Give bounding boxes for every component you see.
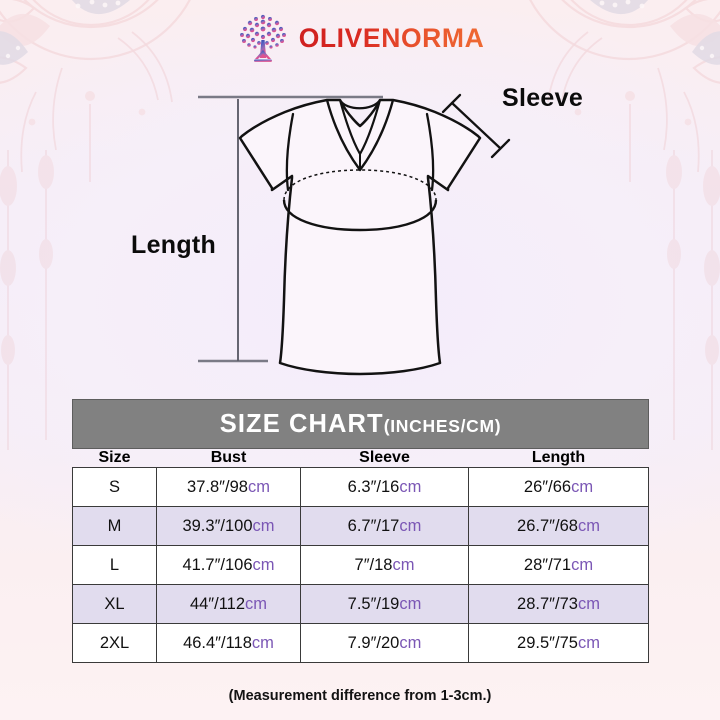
cell-bust-value: 44″/112	[189, 594, 246, 613]
cell-size: S	[72, 467, 157, 507]
cell-length-value: 26″/66	[523, 477, 572, 496]
table-row: M 39.3″/100cm 6.7″/17cm 26.7″/68cm	[72, 506, 649, 546]
cell-size-value: S	[108, 477, 120, 496]
sleeve-measure-line	[441, 93, 511, 159]
cell-size-value: XL	[104, 594, 125, 613]
table-title-row: SIZE CHART(INCHES/CM)	[72, 399, 649, 449]
table-row: XL 44″/112cm 7.5″/19cm 28.7″/73cm	[72, 584, 649, 624]
table-title-main: SIZE CHART	[219, 409, 384, 438]
table-row: L 41.7″/106cm 7″/18cm 28″/71cm	[72, 545, 649, 585]
cell-sleeve: 7″/18cm	[300, 545, 469, 585]
cell-length-value: 29.5″/75	[517, 633, 578, 652]
tshirt-measurement-diagram	[198, 93, 511, 376]
cell-sleeve-unit: cm	[399, 477, 422, 496]
cell-sleeve-unit: cm	[392, 555, 415, 574]
diagram-label-length: Length	[131, 231, 217, 259]
table-column-header-row: Size Bust Sleeve Length	[73, 449, 649, 468]
cell-length: 26″/66cm	[468, 467, 649, 507]
cell-bust: 41.7″/106cm	[156, 545, 301, 585]
cell-bust: 37.8″/98cm	[156, 467, 301, 507]
column-header-sleeve: Sleeve	[359, 449, 410, 466]
neckline-curve	[339, 99, 381, 110]
diagram-label-sleeve: Sleeve	[502, 84, 584, 112]
cell-sleeve: 7.9″/20cm	[300, 623, 469, 663]
floral-ornament-icon	[666, 150, 720, 450]
cell-length: 28.7″/73cm	[468, 584, 649, 624]
cell-sleeve: 6.3″/16cm	[300, 467, 469, 507]
cell-sleeve-value: 7.5″/19	[347, 594, 400, 613]
cell-bust-unit: cm	[245, 594, 268, 613]
cell-bust-value: 46.4″/118	[183, 633, 252, 652]
size-chart-table-container: SIZE CHART(INCHES/CM) Size Bust Sleeve L…	[72, 399, 649, 663]
cell-bust: 39.3″/100cm	[156, 506, 301, 546]
cell-length-unit: cm	[571, 477, 594, 496]
cell-bust-unit: cm	[252, 555, 275, 574]
cell-bust-value: 41.7″/106	[182, 555, 253, 574]
cell-length-value: 26.7″/68	[517, 516, 578, 535]
cell-size-value: L	[109, 555, 120, 574]
cell-bust-unit: cm	[252, 516, 275, 535]
cell-length: 29.5″/75cm	[468, 623, 649, 663]
brand-name: OLIVENORMA	[298, 22, 485, 53]
size-chart-table: SIZE CHART(INCHES/CM) Size Bust Sleeve L…	[72, 399, 649, 663]
cell-length: 26.7″/68cm	[468, 506, 649, 546]
cell-length-unit: cm	[577, 633, 600, 652]
table-row: S 37.8″/98cm 6.3″/16cm 26″/66cm	[72, 467, 649, 507]
cell-bust: 46.4″/118cm	[156, 623, 301, 663]
tree-logo-icon	[239, 14, 286, 62]
cell-length-value: 28.7″/73	[517, 594, 578, 613]
column-header-size: Size	[98, 449, 131, 466]
cell-length-unit: cm	[571, 555, 594, 574]
tshirt-outline	[238, 98, 482, 376]
cell-size: 2XL	[72, 623, 157, 663]
sleeve-seam-right	[425, 112, 435, 192]
cell-length-value: 28″/71	[523, 555, 572, 574]
table-row: 2XL 46.4″/118cm 7.9″/20cm 29.5″/75cm	[72, 623, 649, 663]
table-body: S 37.8″/98cm 6.3″/16cm 26″/66cm M 39.3″/100cm…	[72, 467, 649, 663]
cell-size: XL	[72, 584, 157, 624]
mandala-ornament-icon	[0, 0, 191, 182]
cell-sleeve-value: 7.9″/20	[347, 633, 400, 652]
cell-sleeve-value: 6.3″/16	[347, 477, 400, 496]
cell-size-value: 2XL	[99, 633, 130, 652]
cell-sleeve-unit: cm	[399, 516, 422, 535]
cell-sleeve-value: 6.7″/17	[347, 516, 400, 535]
column-header-length: Length	[531, 449, 586, 466]
cell-length-unit: cm	[577, 516, 600, 535]
cell-bust: 44″/112cm	[156, 584, 301, 624]
cell-size: M	[72, 506, 157, 546]
table-title-units: (INCHES/CM)	[383, 415, 502, 436]
cell-sleeve: 7.5″/19cm	[300, 584, 469, 624]
measurement-note: (Measurement difference from 1-3cm.)	[228, 688, 492, 704]
floral-ornament-icon	[0, 150, 54, 450]
cell-sleeve-unit: cm	[399, 594, 422, 613]
table-title: SIZE CHART(INCHES/CM)	[72, 399, 649, 449]
cell-sleeve: 6.7″/17cm	[300, 506, 469, 546]
cell-bust-unit: cm	[251, 633, 274, 652]
cell-length: 28″/71cm	[468, 545, 649, 585]
cell-size: L	[72, 545, 157, 585]
cell-length-unit: cm	[577, 594, 600, 613]
brand-header: OLIVENORMA	[0, 10, 720, 66]
bust-measure-ellipse	[282, 169, 438, 232]
mandala-ornament-icon	[515, 0, 720, 182]
cell-sleeve-value: 7″/18	[354, 555, 393, 574]
cell-size-value: M	[107, 516, 122, 535]
cell-bust-value: 39.3″/100	[182, 516, 253, 535]
column-header-bust: Bust	[210, 449, 247, 466]
cell-sleeve-unit: cm	[399, 633, 422, 652]
cell-bust-unit: cm	[247, 477, 270, 496]
cell-bust-value: 37.8″/98	[187, 477, 248, 496]
sleeve-seam-left	[285, 112, 295, 192]
